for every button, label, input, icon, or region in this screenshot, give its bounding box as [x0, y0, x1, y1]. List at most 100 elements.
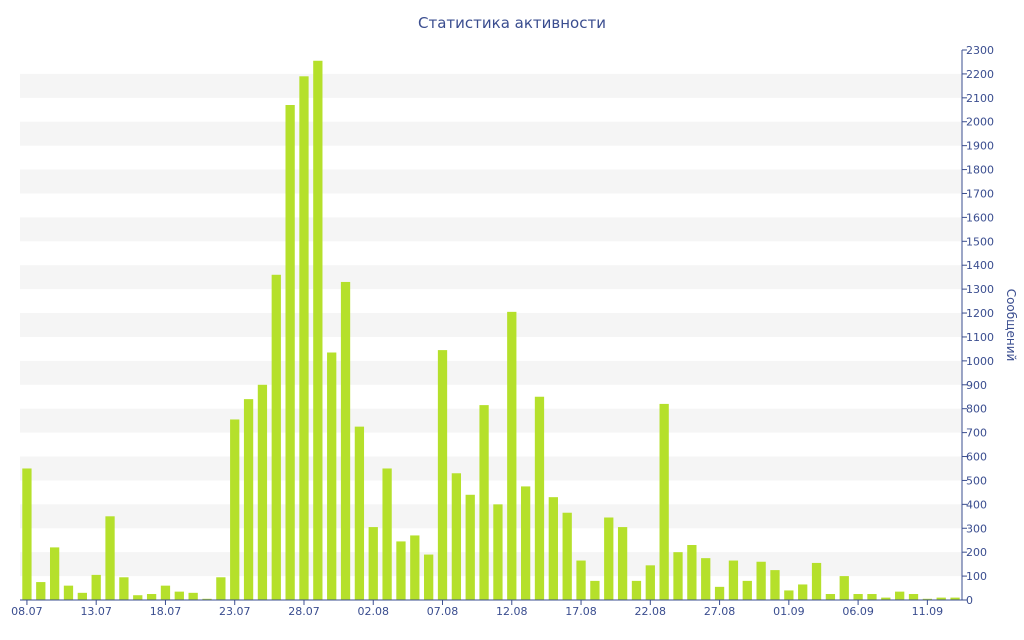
y-tick-label: 2200 [966, 68, 994, 81]
x-tick-label: 01.09 [773, 605, 805, 618]
bar [631, 580, 642, 600]
bar [576, 560, 586, 600]
bar [230, 419, 240, 600]
y-tick-label: 1800 [966, 164, 994, 177]
bar [701, 558, 711, 600]
x-tick-label: 06.09 [842, 605, 874, 618]
y-tick-label: 500 [966, 474, 987, 487]
bar [340, 281, 351, 600]
grid-band [20, 217, 962, 242]
bar [119, 577, 129, 600]
bar [202, 598, 212, 600]
y-tick-label: 1200 [966, 307, 994, 320]
bar [327, 352, 337, 600]
bar [63, 585, 74, 600]
y-tick-label: 1700 [966, 187, 994, 200]
bar [146, 594, 157, 600]
y-tick-label: 400 [966, 498, 987, 511]
bar [867, 594, 877, 600]
x-tick-label: 07.08 [427, 605, 459, 618]
bar [396, 541, 406, 600]
bar [756, 561, 766, 600]
x-tick-label: 17.08 [565, 605, 597, 618]
x-tick-label: 22.08 [635, 605, 667, 618]
bar [908, 594, 919, 600]
y-tick-label: 2000 [966, 116, 994, 129]
bar [188, 592, 198, 600]
bar [520, 486, 531, 600]
y-tick-label: 2300 [966, 44, 994, 57]
x-tick-label: 27.08 [704, 605, 736, 618]
bar [479, 405, 489, 600]
bar [313, 60, 323, 600]
bar [687, 545, 697, 600]
y-tick-label: 900 [966, 379, 987, 392]
bar [451, 473, 462, 600]
bar [562, 512, 572, 600]
y-tick-label: 0 [966, 594, 973, 607]
bar [617, 527, 628, 600]
bar [839, 576, 849, 600]
bar [354, 426, 365, 600]
bar [645, 565, 655, 600]
bar [243, 399, 254, 600]
bar [49, 547, 60, 600]
bar [174, 591, 184, 600]
grid-band [20, 313, 962, 337]
y-tick-label: 1600 [966, 211, 994, 224]
grid-band [20, 456, 962, 481]
y-tick-label: 1000 [966, 355, 994, 368]
x-tick-label: 23.07 [219, 605, 251, 618]
x-tick-label: 28.07 [288, 605, 320, 618]
bar [922, 598, 933, 600]
y-tick-label: 200 [966, 546, 987, 559]
bar [368, 527, 378, 600]
bar [825, 594, 836, 600]
bar [133, 595, 143, 600]
chart-title: Статистика активности [418, 14, 606, 32]
x-tick-label: 11.09 [912, 605, 944, 618]
bar [22, 468, 32, 600]
bar [811, 562, 822, 600]
grid-band [20, 408, 962, 433]
bar [410, 535, 420, 600]
y-tick-label: 600 [966, 451, 987, 464]
x-tick-label: 18.07 [150, 605, 182, 618]
bar [299, 76, 309, 601]
bar [257, 384, 268, 600]
bar [714, 586, 725, 600]
bar [507, 311, 517, 600]
y-tick-label: 100 [966, 570, 987, 583]
bar [673, 552, 683, 600]
bar [853, 594, 863, 600]
bar [424, 554, 434, 600]
axes: 0 100 200 300 400 500 600 700 800 900 1000 1100 1200… [11, 44, 994, 618]
bar [798, 584, 808, 600]
bar [548, 497, 558, 600]
bar [382, 468, 392, 600]
bar [77, 592, 87, 600]
bar [285, 105, 295, 600]
y-tick-label: 1500 [966, 235, 994, 248]
bar [895, 591, 905, 600]
bar [216, 577, 226, 600]
bar [534, 396, 545, 600]
x-tick-label: 08.07 [11, 605, 43, 618]
bar [936, 597, 946, 600]
y-tick-label: 1400 [966, 259, 994, 272]
y-tick-label: 300 [966, 522, 987, 535]
grid-band [20, 73, 962, 98]
bar [742, 580, 752, 600]
y-tick-label: 1300 [966, 283, 994, 296]
bars [22, 60, 960, 601]
bar [659, 403, 669, 600]
grid-band [20, 552, 962, 577]
bar [36, 582, 46, 600]
bar [105, 516, 115, 600]
bar [160, 585, 171, 600]
y-tick-label: 2100 [966, 92, 994, 105]
grid-band [20, 504, 962, 529]
x-tick-label: 13.07 [80, 605, 112, 618]
